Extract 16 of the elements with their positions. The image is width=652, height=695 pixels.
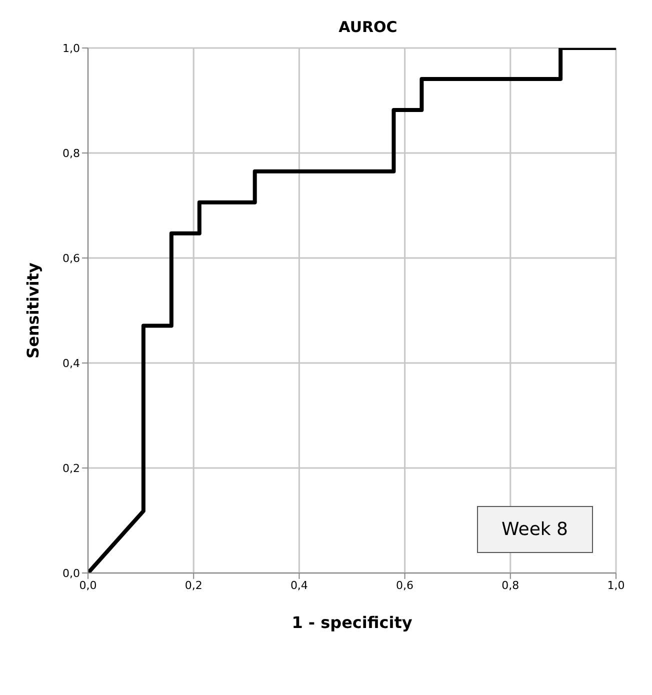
x-tick-label: 0,6 xyxy=(396,578,414,592)
y-tick-label: 1,0 xyxy=(62,42,80,55)
x-tick-label: 0,0 xyxy=(79,578,97,592)
y-tick-label: 0,0 xyxy=(62,566,80,580)
x-tick-label: 1,0 xyxy=(607,578,625,592)
y-tick-label: 0,8 xyxy=(62,146,80,160)
y-tick-label: 0,2 xyxy=(62,462,80,475)
y-tick-label: 0,4 xyxy=(62,356,80,370)
x-tick-label: 0,4 xyxy=(290,578,308,592)
chart-title: AUROC xyxy=(338,18,398,36)
x-axis-title: 1 - specificity xyxy=(292,613,413,632)
y-axis-title: Sensitivity xyxy=(24,262,43,358)
y-tick-label: 0,6 xyxy=(62,252,80,265)
x-tick-label: 0,8 xyxy=(502,578,520,592)
x-tick-label: 0,2 xyxy=(184,578,202,592)
annotation: Week 8 xyxy=(476,506,593,553)
